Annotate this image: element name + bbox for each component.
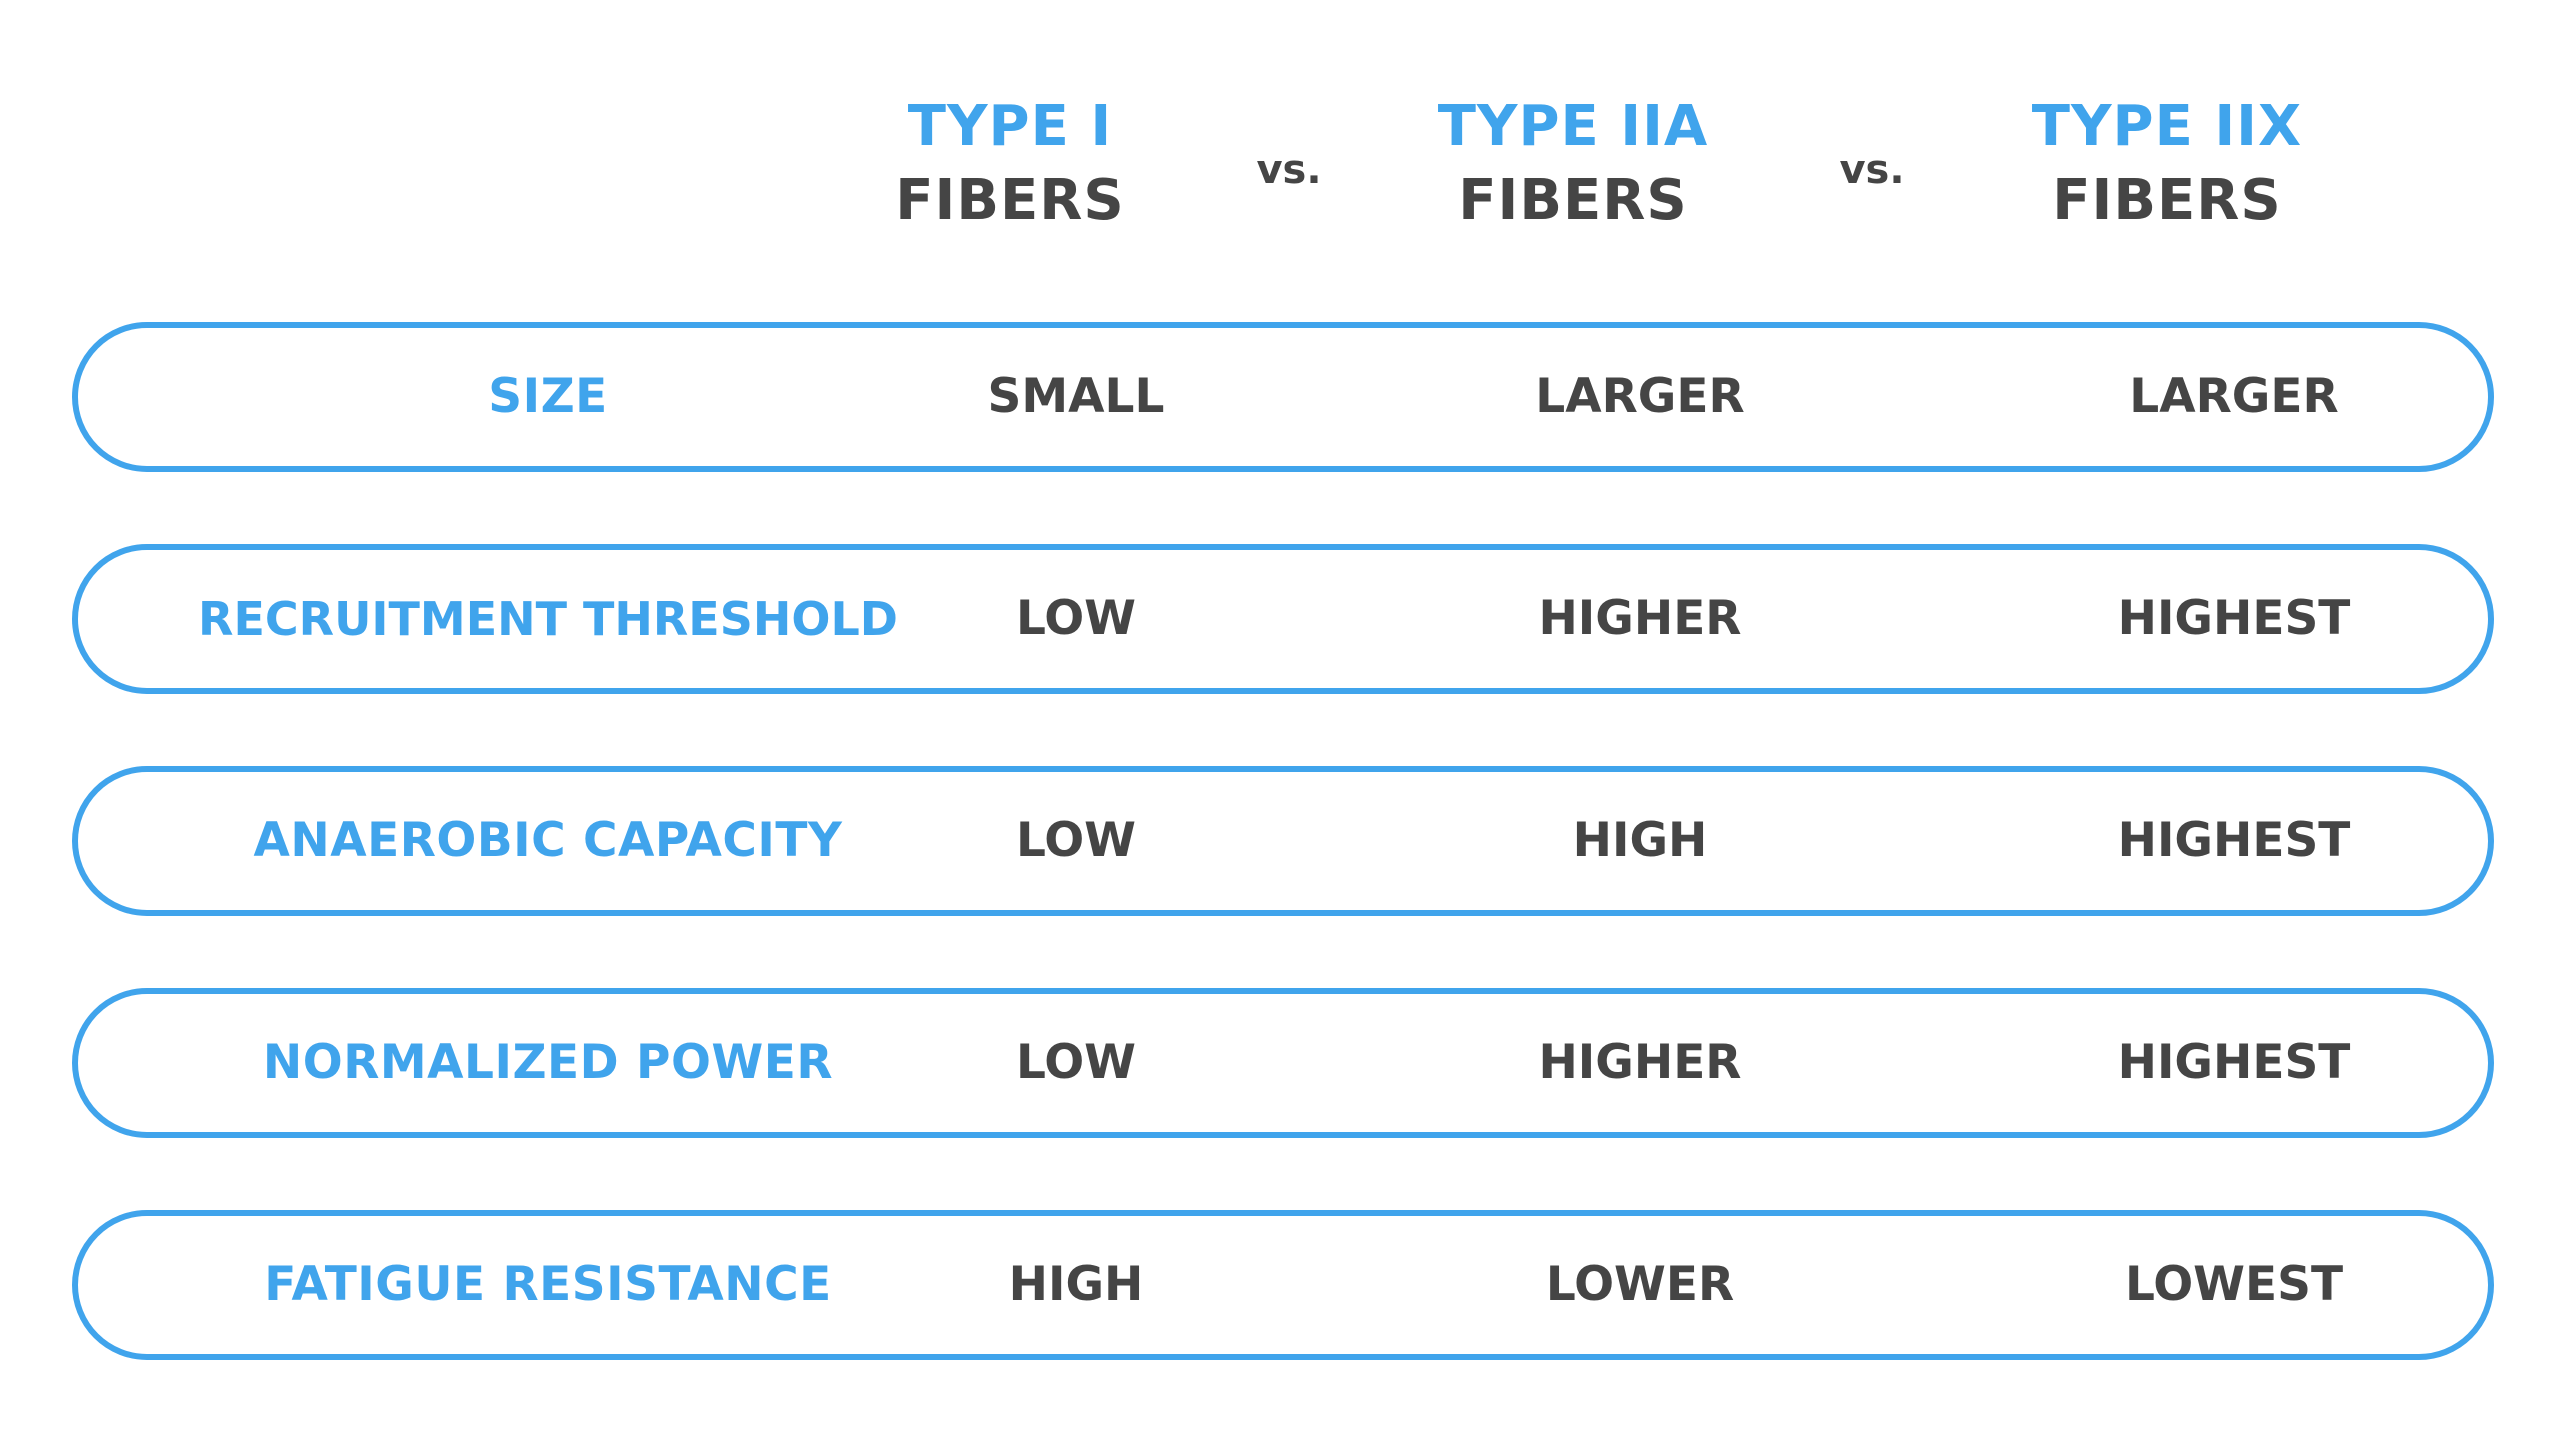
comparison-row-anaerobic-capacity: ANAEROBIC CAPACITY LOW HIGH HIGHEST xyxy=(72,766,2494,916)
row-value-type-2x: HIGHEST xyxy=(2117,813,2351,868)
row-value-type-1: HIGH xyxy=(1008,1257,1144,1312)
row-value-type-2x: HIGHEST xyxy=(2117,1035,2351,1090)
row-label: FATIGUE RESISTANCE xyxy=(264,1257,832,1312)
comparison-row-size: SIZE SMALL LARGER LARGER xyxy=(72,322,2494,472)
vs-separator-1: vs. xyxy=(1256,147,1322,193)
column-header-type-1-type: TYPE I xyxy=(907,94,1113,159)
row-value-type-2a: LOWER xyxy=(1545,1257,1735,1312)
row-label: NORMALIZED POWER xyxy=(262,1035,834,1090)
comparison-row-recruitment-threshold: RECRUITMENT THRESHOLD LOW HIGHER HIGHEST xyxy=(72,544,2494,694)
row-value-type-1: LOW xyxy=(1015,813,1137,868)
row-value-type-1: SMALL xyxy=(987,369,1165,424)
row-value-type-2x: HIGHEST xyxy=(2117,591,2351,646)
column-header-type-2x-type: TYPE IIX xyxy=(2031,94,2303,159)
column-header-type-1: TYPE I FIBERS xyxy=(780,90,1240,238)
row-value-type-2x: LOWEST xyxy=(2124,1257,2344,1312)
row-label: RECRUITMENT THRESHOLD xyxy=(198,592,898,646)
row-value-type-1: LOW xyxy=(1015,1035,1137,1090)
row-value-type-2x: LARGER xyxy=(2129,369,2339,424)
row-value-type-2a: HIGHER xyxy=(1538,1035,1742,1090)
row-label: SIZE xyxy=(488,369,608,424)
column-header-type-2a-fibers: FIBERS xyxy=(1458,168,1688,233)
column-header-type-1-fibers: FIBERS xyxy=(895,168,1125,233)
row-value-type-2a: HIGH xyxy=(1572,813,1708,868)
column-header-type-2x: TYPE IIX FIBERS xyxy=(1937,90,2397,238)
column-header-type-2a-type: TYPE IIA xyxy=(1437,94,1709,159)
row-value-type-2a: HIGHER xyxy=(1538,591,1742,646)
comparison-row-normalized-power: NORMALIZED POWER LOW HIGHER HIGHEST xyxy=(72,988,2494,1138)
column-header-type-2a: TYPE IIA FIBERS xyxy=(1343,90,1803,238)
column-header-type-2x-fibers: FIBERS xyxy=(2052,168,2282,233)
vs-separator-2: vs. xyxy=(1839,147,1905,193)
row-label: ANAEROBIC CAPACITY xyxy=(253,813,843,868)
row-value-type-1: LOW xyxy=(1015,591,1137,646)
row-value-type-2a: LARGER xyxy=(1535,369,1745,424)
comparison-row-fatigue-resistance: FATIGUE RESISTANCE HIGH LOWER LOWEST xyxy=(72,1210,2494,1360)
